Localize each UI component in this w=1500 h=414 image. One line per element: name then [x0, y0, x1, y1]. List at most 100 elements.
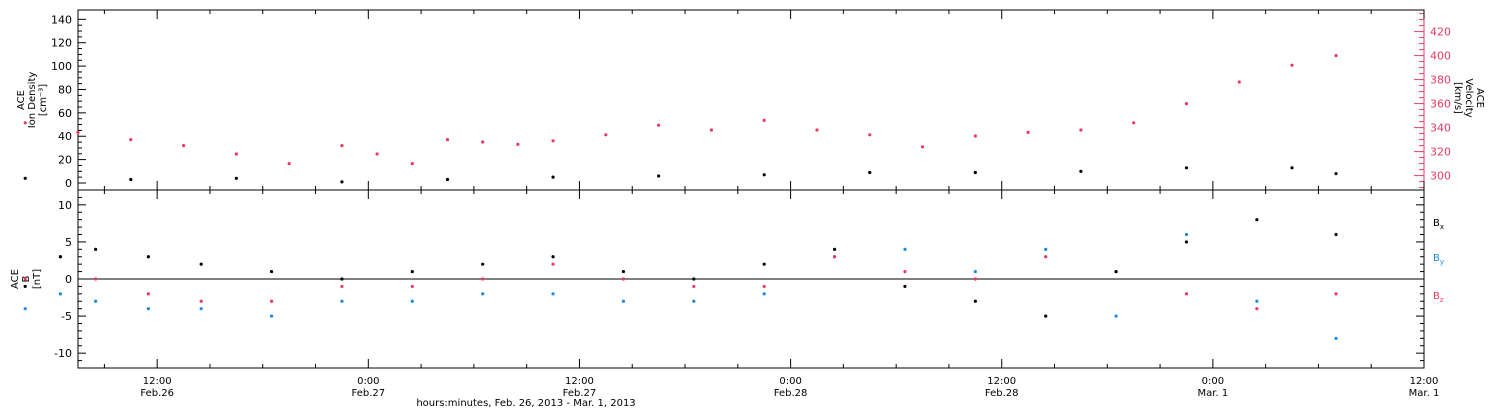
bx-point: [692, 277, 696, 281]
ion-density-point: [1184, 166, 1189, 170]
velocity-tick-label: 360: [1430, 98, 1451, 111]
legend-bx: Bx: [1433, 218, 1444, 231]
date-tick-label: Mar. 1: [1409, 388, 1440, 399]
by-point: [410, 299, 414, 303]
bz-point: [1255, 307, 1259, 311]
bx-point: [973, 299, 977, 303]
velocity-point: [410, 162, 414, 166]
top-panel-data: [23, 54, 1338, 184]
time-tick-label: 12:00: [987, 376, 1016, 387]
ion-density-point: [1079, 169, 1083, 173]
bz-point: [762, 284, 766, 289]
velocity-point: [23, 121, 27, 125]
by-point: [1044, 247, 1048, 251]
bz-point: [340, 284, 344, 289]
by-point: [1184, 232, 1189, 237]
bz-point: [1044, 255, 1048, 259]
legend-by-sub: y: [1440, 258, 1444, 266]
bz-point: [692, 284, 696, 289]
density-tick-label: 20: [58, 154, 72, 167]
bx-point: [1184, 240, 1189, 244]
bz-point: [832, 255, 837, 259]
bz-point: [146, 292, 150, 296]
ion-density-point: [129, 177, 133, 182]
velocity-point: [445, 138, 450, 142]
bx-point: [1334, 232, 1338, 237]
bx-point: [58, 255, 63, 259]
velocity-label-line-1: ACE: [1474, 88, 1485, 108]
bx-point: [481, 262, 485, 266]
field-legend: Bx By Bz: [1433, 218, 1444, 304]
bz-point: [23, 277, 27, 281]
by-point: [146, 307, 150, 311]
velocity-label-line-2: Velocity: [1463, 78, 1474, 117]
velocity-point: [1184, 102, 1189, 106]
bx-point: [410, 269, 414, 274]
by-point: [58, 292, 63, 296]
density-tick-label: 40: [58, 130, 72, 143]
date-tick-label: Feb.26: [140, 388, 174, 399]
velocity-point: [604, 133, 608, 137]
velocity-point: [762, 118, 766, 122]
velocity-point: [181, 144, 186, 148]
velocity-point: [1290, 63, 1294, 67]
by-point: [1255, 299, 1259, 303]
velocity-point: [920, 145, 925, 149]
date-tick-label: Feb.28: [774, 388, 808, 399]
velocity-point: [287, 162, 291, 166]
velocity-point: [129, 138, 133, 142]
bx-point: [832, 247, 837, 251]
bz-point: [621, 277, 626, 281]
bx-point: [1114, 269, 1118, 274]
velocity-tick-label: 380: [1430, 74, 1451, 87]
by-point: [621, 299, 626, 303]
bx-point: [1044, 314, 1048, 318]
bz-point: [973, 277, 977, 281]
field-tick-label: -5: [61, 310, 72, 323]
velocity-tick-label: 320: [1430, 146, 1451, 159]
velocity-point: [1079, 128, 1083, 132]
ion-density-point: [973, 170, 977, 175]
velocity-tick-label: 400: [1430, 50, 1451, 63]
ion-density-point: [1290, 166, 1294, 170]
bx-point: [903, 284, 907, 289]
bz-point: [1334, 292, 1338, 296]
velocity-point: [657, 123, 661, 127]
by-point: [551, 292, 555, 296]
velocity-tick-label: 300: [1430, 170, 1451, 183]
ion-density-point: [340, 180, 344, 184]
legend-bz-sub: z: [1440, 296, 1444, 304]
date-tick-label: Feb.28: [985, 388, 1019, 399]
velocity-tick-label: 420: [1430, 26, 1451, 39]
velocity-point: [76, 130, 80, 134]
bx-point: [621, 269, 626, 274]
ion-density-point: [1334, 172, 1338, 176]
ion-density-point: [657, 174, 661, 178]
density-tick-label: 60: [58, 107, 72, 120]
bx-point: [269, 269, 274, 274]
bx-point: [93, 247, 98, 251]
legend-bx-main: B: [1433, 218, 1440, 229]
by-point: [692, 299, 696, 303]
by-point: [93, 299, 98, 303]
bz-point: [199, 299, 203, 303]
bx-point: [1255, 218, 1259, 222]
velocity-point: [709, 128, 714, 132]
bottom-panel-data: [23, 218, 1338, 340]
by-point: [973, 269, 977, 274]
velocity-point: [234, 152, 238, 156]
density-tick-label: 80: [58, 83, 72, 96]
bx-point: [199, 262, 203, 266]
ion-density-point: [868, 170, 872, 175]
date-tick-label: Feb.27: [352, 388, 386, 399]
ion-density-point: [234, 176, 238, 180]
date-tick-label: Mar. 1: [1198, 388, 1229, 399]
bx-point: [23, 284, 27, 289]
legend-bx-sub: x: [1440, 223, 1444, 231]
field-tick-label: 10: [58, 199, 72, 212]
density-axis-label: ACE Ion Density [cm⁻³]: [16, 72, 49, 129]
legend-by: By: [1433, 253, 1444, 266]
bx-point: [551, 255, 555, 259]
density-tick-label: 120: [51, 37, 72, 50]
